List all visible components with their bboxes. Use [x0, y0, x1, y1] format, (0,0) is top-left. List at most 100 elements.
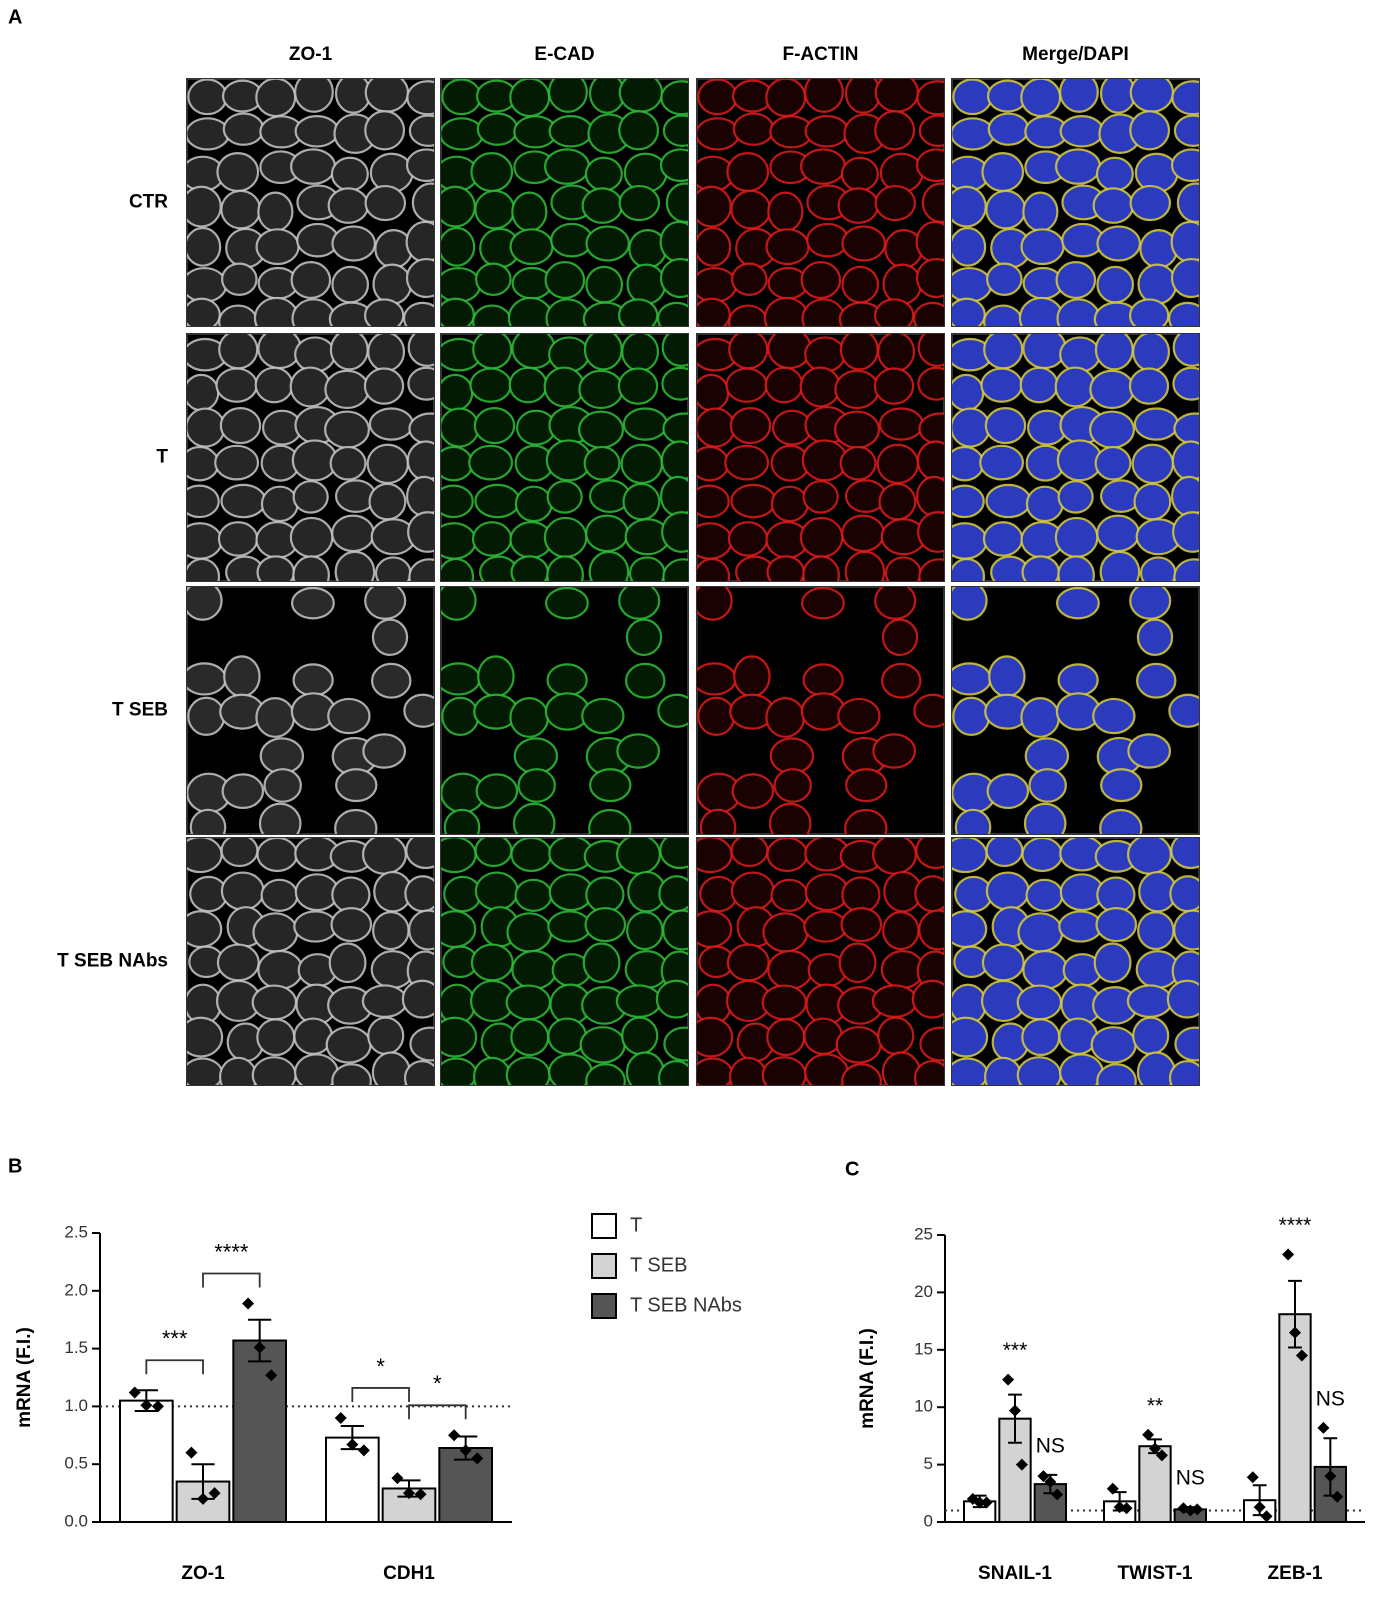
cell — [214, 444, 260, 481]
cell — [982, 521, 1024, 557]
cell — [363, 367, 405, 405]
cell — [1099, 808, 1143, 834]
cell — [913, 693, 944, 728]
row-label: T SEB — [112, 700, 168, 721]
cells — [441, 334, 688, 581]
cell — [260, 878, 299, 912]
cell — [548, 336, 590, 373]
cell — [473, 407, 516, 445]
data-point — [471, 1452, 484, 1465]
cell — [324, 410, 370, 449]
cell — [187, 185, 222, 228]
data-point — [1155, 1449, 1168, 1462]
cell — [657, 1060, 688, 1085]
cell — [697, 696, 736, 736]
bar — [119, 1399, 174, 1523]
micrograph — [186, 78, 435, 327]
cell — [256, 555, 296, 581]
cell — [915, 257, 944, 299]
cell — [251, 984, 298, 1021]
cell — [697, 407, 736, 448]
cell — [509, 228, 554, 266]
cell — [363, 298, 405, 326]
cell — [622, 407, 668, 441]
cell — [1171, 80, 1199, 116]
data-point — [1295, 1349, 1308, 1362]
cell — [329, 445, 367, 481]
cell — [548, 115, 594, 148]
row-label: T SEB NAbs — [57, 951, 168, 972]
cell — [1095, 156, 1134, 192]
cell — [800, 148, 847, 185]
cell — [545, 298, 590, 326]
cell — [1096, 225, 1142, 262]
cell — [874, 184, 917, 222]
cell — [290, 148, 337, 185]
cell — [218, 1056, 258, 1085]
cell — [364, 110, 406, 151]
cell — [913, 1060, 944, 1085]
cell — [510, 1018, 550, 1057]
cell — [294, 336, 336, 373]
cell — [1016, 1056, 1062, 1085]
cell — [548, 1053, 593, 1085]
cell — [472, 1056, 512, 1085]
bar — [232, 1339, 287, 1524]
cell — [768, 802, 812, 834]
cell — [697, 662, 737, 696]
column-header: Merge/DAPI — [1022, 44, 1129, 65]
cell — [187, 117, 231, 151]
cell — [730, 838, 769, 868]
cell — [804, 79, 844, 113]
cell — [1168, 1060, 1199, 1085]
cell — [441, 373, 474, 412]
cell — [1133, 407, 1179, 441]
legend-swatch — [591, 1253, 617, 1279]
legend-label: T SEB — [630, 1254, 687, 1276]
cell — [729, 407, 772, 445]
cell — [441, 662, 481, 696]
micrograph — [186, 586, 435, 835]
cell — [841, 1063, 882, 1085]
cell — [335, 768, 378, 803]
bar — [998, 1417, 1032, 1524]
cell — [878, 407, 924, 441]
cell — [1056, 298, 1101, 326]
cell — [1092, 697, 1136, 735]
column-header: ZO-1 — [289, 44, 333, 65]
cell — [441, 838, 477, 874]
cell — [1168, 693, 1199, 728]
cell — [952, 297, 986, 326]
cell — [662, 114, 688, 147]
bar — [1278, 1313, 1312, 1524]
cell — [1173, 909, 1199, 951]
cell — [841, 876, 881, 914]
cell — [441, 696, 480, 736]
cell — [618, 79, 664, 113]
cell — [618, 587, 661, 620]
cell — [1170, 257, 1199, 299]
data-point — [128, 1386, 141, 1399]
cell — [727, 521, 769, 557]
cell — [841, 514, 885, 553]
y-tick-label: 25 — [914, 1224, 933, 1243]
cell — [251, 1056, 297, 1085]
cell — [585, 1063, 626, 1085]
cell — [984, 407, 1027, 445]
cell — [952, 185, 987, 228]
cell — [406, 440, 434, 482]
cell — [327, 697, 371, 735]
cell — [405, 220, 434, 263]
cell — [546, 663, 588, 697]
data-point — [391, 1472, 404, 1485]
cell — [511, 334, 556, 370]
cell — [325, 1026, 372, 1064]
cell — [514, 485, 553, 523]
legend-label: T SEB NAbs — [630, 1294, 742, 1316]
cells — [187, 79, 434, 326]
cell — [730, 483, 777, 519]
cell — [1055, 261, 1097, 300]
cell — [187, 407, 226, 448]
cell — [1127, 838, 1172, 875]
significance-bracket — [145, 1359, 204, 1375]
